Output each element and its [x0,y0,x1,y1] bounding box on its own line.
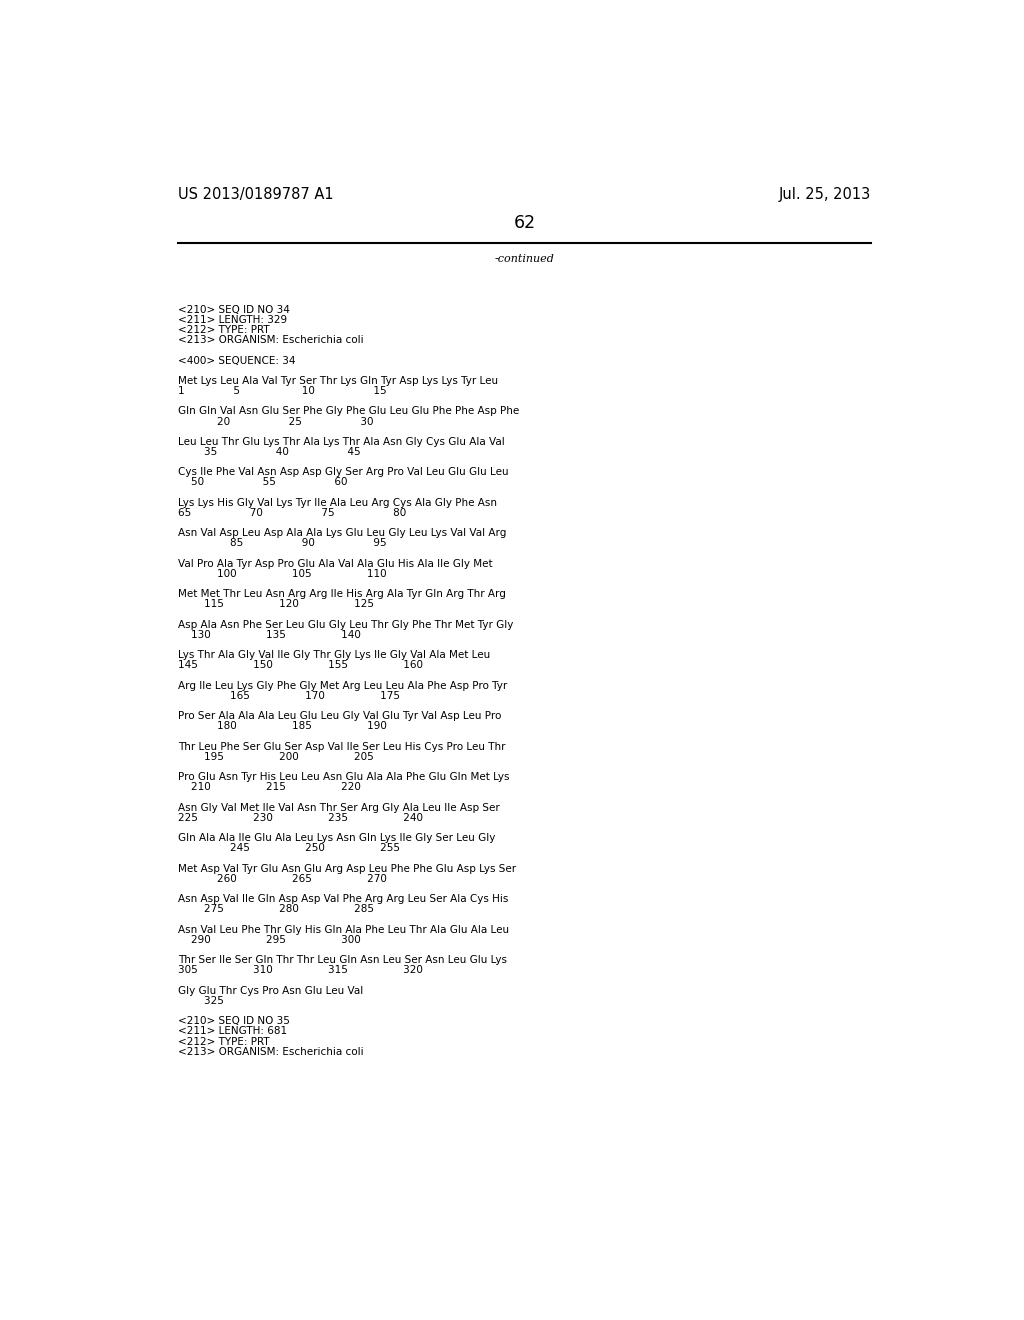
Text: Met Lys Leu Ala Val Tyr Ser Thr Lys Gln Tyr Asp Lys Lys Tyr Leu: Met Lys Leu Ala Val Tyr Ser Thr Lys Gln … [178,376,499,385]
Text: Asn Gly Val Met Ile Val Asn Thr Ser Arg Gly Ala Leu Ile Asp Ser: Asn Gly Val Met Ile Val Asn Thr Ser Arg … [178,803,500,813]
Text: Asn Val Leu Phe Thr Gly His Gln Ala Phe Leu Thr Ala Glu Ala Leu: Asn Val Leu Phe Thr Gly His Gln Ala Phe … [178,925,510,935]
Text: <213> ORGANISM: Escherichia coli: <213> ORGANISM: Escherichia coli [178,335,364,346]
Text: Gln Gln Val Asn Glu Ser Phe Gly Phe Glu Leu Glu Phe Phe Asp Phe: Gln Gln Val Asn Glu Ser Phe Gly Phe Glu … [178,407,519,416]
Text: 305                 310                 315                 320: 305 310 315 320 [178,965,423,975]
Text: Met Met Thr Leu Asn Arg Arg Ile His Arg Ala Tyr Gln Arg Thr Arg: Met Met Thr Leu Asn Arg Arg Ile His Arg … [178,589,506,599]
Text: 20                  25                  30: 20 25 30 [178,417,374,426]
Text: <212> TYPE: PRT: <212> TYPE: PRT [178,325,270,335]
Text: Thr Ser Ile Ser Gln Thr Thr Leu Gln Asn Leu Ser Asn Leu Glu Lys: Thr Ser Ile Ser Gln Thr Thr Leu Gln Asn … [178,956,507,965]
Text: Asn Val Asp Leu Asp Ala Ala Lys Glu Leu Gly Leu Lys Val Val Arg: Asn Val Asp Leu Asp Ala Ala Lys Glu Leu … [178,528,507,539]
Text: 130                 135                 140: 130 135 140 [178,630,361,640]
Text: 115                 120                 125: 115 120 125 [178,599,375,610]
Text: <210> SEQ ID NO 34: <210> SEQ ID NO 34 [178,305,290,314]
Text: Lys Thr Ala Gly Val Ile Gly Thr Gly Lys Ile Gly Val Ala Met Leu: Lys Thr Ala Gly Val Ile Gly Thr Gly Lys … [178,651,490,660]
Text: Val Pro Ala Tyr Asp Pro Glu Ala Val Ala Glu His Ala Ile Gly Met: Val Pro Ala Tyr Asp Pro Glu Ala Val Ala … [178,558,493,569]
Text: 1               5                   10                  15: 1 5 10 15 [178,385,387,396]
Text: 180                 185                 190: 180 185 190 [178,722,387,731]
Text: 35                  40                  45: 35 40 45 [178,447,361,457]
Text: 210                 215                 220: 210 215 220 [178,783,361,792]
Text: Asp Ala Asn Phe Ser Leu Glu Gly Leu Thr Gly Phe Thr Met Tyr Gly: Asp Ala Asn Phe Ser Leu Glu Gly Leu Thr … [178,620,514,630]
Text: <211> LENGTH: 681: <211> LENGTH: 681 [178,1027,288,1036]
Text: Lys Lys His Gly Val Lys Tyr Ile Ala Leu Arg Cys Ala Gly Phe Asn: Lys Lys His Gly Val Lys Tyr Ile Ala Leu … [178,498,498,508]
Text: Pro Ser Ala Ala Ala Leu Glu Leu Gly Val Glu Tyr Val Asp Leu Pro: Pro Ser Ala Ala Ala Leu Glu Leu Gly Val … [178,711,502,721]
Text: <210> SEQ ID NO 35: <210> SEQ ID NO 35 [178,1016,290,1026]
Text: Jul. 25, 2013: Jul. 25, 2013 [779,187,871,202]
Text: Thr Leu Phe Ser Glu Ser Asp Val Ile Ser Leu His Cys Pro Leu Thr: Thr Leu Phe Ser Glu Ser Asp Val Ile Ser … [178,742,506,752]
Text: Arg Ile Leu Lys Gly Phe Gly Met Arg Leu Leu Ala Phe Asp Pro Tyr: Arg Ile Leu Lys Gly Phe Gly Met Arg Leu … [178,681,508,690]
Text: <211> LENGTH: 329: <211> LENGTH: 329 [178,315,288,325]
Text: Pro Glu Asn Tyr His Leu Leu Asn Glu Ala Ala Phe Glu Gln Met Lys: Pro Glu Asn Tyr His Leu Leu Asn Glu Ala … [178,772,510,783]
Text: 290                 295                 300: 290 295 300 [178,935,361,945]
Text: US 2013/0189787 A1: US 2013/0189787 A1 [178,187,334,202]
Text: Gln Ala Ala Ile Glu Ala Leu Lys Asn Gln Lys Ile Gly Ser Leu Gly: Gln Ala Ala Ile Glu Ala Leu Lys Asn Gln … [178,833,496,843]
Text: 145                 150                 155                 160: 145 150 155 160 [178,660,423,671]
Text: Leu Leu Thr Glu Lys Thr Ala Lys Thr Ala Asn Gly Cys Glu Ala Val: Leu Leu Thr Glu Lys Thr Ala Lys Thr Ala … [178,437,505,447]
Text: -continued: -continued [495,253,555,264]
Text: 165                 170                 175: 165 170 175 [178,690,400,701]
Text: Met Asp Val Tyr Glu Asn Glu Arg Asp Leu Phe Phe Glu Asp Lys Ser: Met Asp Val Tyr Glu Asn Glu Arg Asp Leu … [178,863,516,874]
Text: <400> SEQUENCE: 34: <400> SEQUENCE: 34 [178,355,296,366]
Text: 325: 325 [178,995,224,1006]
Text: 62: 62 [514,214,536,232]
Text: 100                 105                 110: 100 105 110 [178,569,387,579]
Text: Gly Glu Thr Cys Pro Asn Glu Leu Val: Gly Glu Thr Cys Pro Asn Glu Leu Val [178,986,364,995]
Text: 245                 250                 255: 245 250 255 [178,843,400,854]
Text: 195                 200                 205: 195 200 205 [178,752,374,762]
Text: <212> TYPE: PRT: <212> TYPE: PRT [178,1036,270,1047]
Text: 260                 265                 270: 260 265 270 [178,874,387,884]
Text: 85                  90                  95: 85 90 95 [178,539,387,549]
Text: 50                  55                  60: 50 55 60 [178,478,348,487]
Text: Asn Asp Val Ile Gln Asp Asp Val Phe Arg Arg Leu Ser Ala Cys His: Asn Asp Val Ile Gln Asp Asp Val Phe Arg … [178,894,509,904]
Text: 65                  70                  75                  80: 65 70 75 80 [178,508,407,517]
Text: <213> ORGANISM: Escherichia coli: <213> ORGANISM: Escherichia coli [178,1047,364,1057]
Text: 275                 280                 285: 275 280 285 [178,904,375,915]
Text: 225                 230                 235                 240: 225 230 235 240 [178,813,423,822]
Text: Cys Ile Phe Val Asn Asp Asp Gly Ser Arg Pro Val Leu Glu Glu Leu: Cys Ile Phe Val Asn Asp Asp Gly Ser Arg … [178,467,509,478]
